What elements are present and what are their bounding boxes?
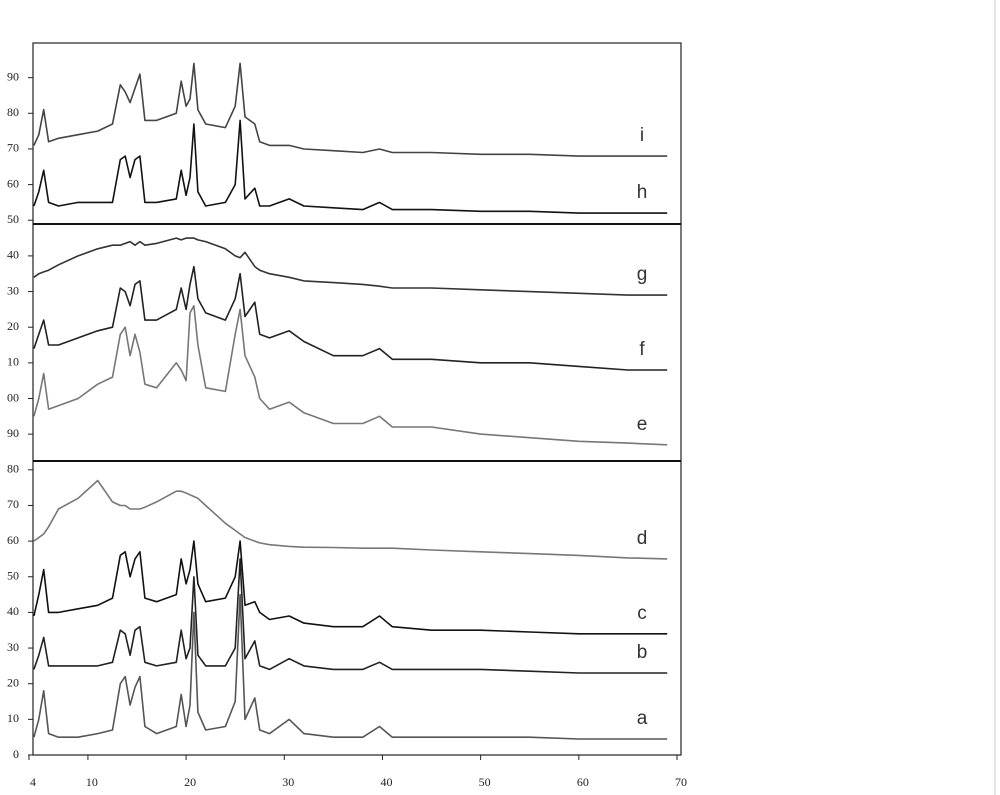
y-tick-label: 50: [7, 212, 19, 226]
x-tick-label: 70: [675, 775, 687, 789]
x-tick-label: 40: [380, 775, 392, 789]
plot-frame: [32, 42, 682, 756]
x-tick-label: 50: [479, 775, 491, 789]
series-line: [33, 62, 668, 157]
y-tick-label: 90: [7, 426, 19, 440]
series-label: c: [637, 603, 647, 624]
series-line: [33, 237, 668, 296]
y-tick-label: 30: [7, 283, 19, 297]
y-tick-label: 00: [7, 390, 19, 404]
x-tick-label: 30: [282, 775, 294, 789]
x-tick-label: 20: [184, 775, 196, 789]
series-line: [33, 593, 668, 740]
y-tick-label: 40: [7, 604, 19, 618]
x-tick-label: 60: [577, 775, 589, 789]
series-label: e: [637, 414, 648, 435]
series-label: h: [637, 182, 648, 203]
series-line: [33, 265, 668, 371]
y-tick-label: 70: [7, 497, 19, 511]
series-label: b: [637, 642, 648, 663]
series-line: [33, 558, 668, 674]
y-tick-label: 80: [7, 462, 19, 476]
series-label: a: [637, 708, 648, 729]
y-tick-label: 10: [7, 355, 19, 369]
y-tick-label: 60: [7, 176, 19, 190]
y-tick-label: 30: [7, 640, 19, 654]
series-line: [33, 479, 668, 560]
y-tick-label: 20: [7, 675, 19, 689]
series-label: f: [639, 339, 645, 360]
series-label: i: [640, 125, 644, 146]
y-tick-label: 90: [7, 69, 19, 83]
series-line: [33, 540, 668, 635]
series-label: g: [637, 264, 648, 285]
series-line: [33, 119, 668, 214]
y-tick-label: 50: [7, 569, 19, 583]
y-tick-label: 20: [7, 319, 19, 333]
x-tick-label: 4: [30, 775, 36, 789]
y-tick-label: 0: [13, 747, 19, 761]
series-label: d: [637, 528, 648, 549]
y-tick-label: 70: [7, 141, 19, 155]
y-tick-label: 80: [7, 105, 19, 119]
y-tick-label: 10: [7, 711, 19, 725]
y-tick-label: 40: [7, 248, 19, 262]
series-line: [33, 305, 668, 446]
y-tick-label: 60: [7, 533, 19, 547]
x-tick-label: 10: [86, 775, 98, 789]
